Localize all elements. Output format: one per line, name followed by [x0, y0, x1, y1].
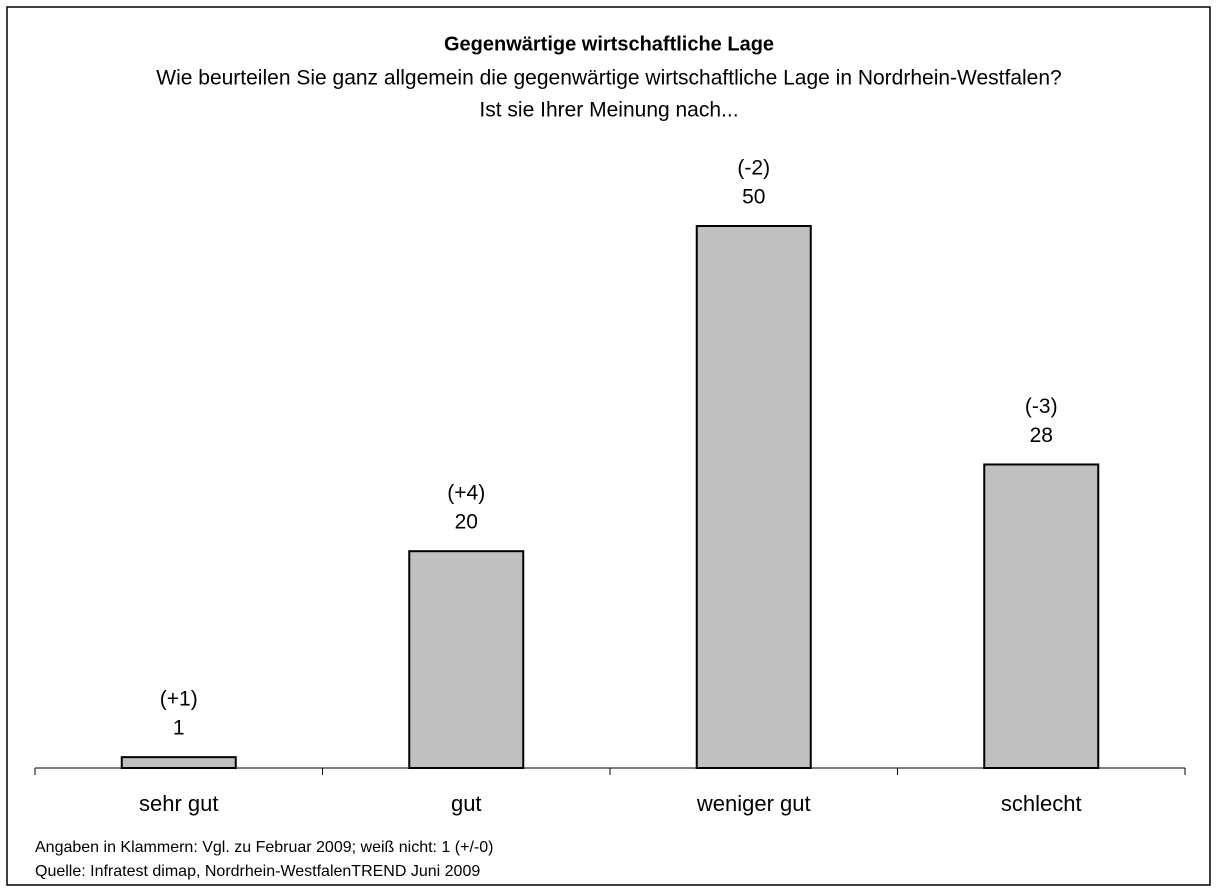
- chart-subtitle: Wie beurteilen Sie ganz allgemein die ge…: [156, 67, 1061, 90]
- value-label: 28: [1030, 424, 1053, 447]
- change-label: (+1): [160, 688, 198, 711]
- bar: [983, 463, 1100, 769]
- bar: [695, 225, 812, 769]
- change-label: (-2): [737, 157, 770, 180]
- footnote: Quelle: Infratest dimap, Nordrhein-Westf…: [35, 863, 480, 880]
- x-tick-label: schlecht: [1001, 791, 1082, 816]
- bar: [120, 756, 237, 769]
- x-tick-label: gut: [451, 791, 482, 816]
- x-tick-label: weniger gut: [696, 791, 811, 816]
- change-label: (-3): [1025, 395, 1058, 418]
- change-label: (+4): [447, 482, 485, 505]
- value-label: 20: [455, 511, 478, 534]
- chart-subtitle: Ist sie Ihrer Meinung nach...: [479, 99, 738, 122]
- x-tick-label: sehr gut: [139, 791, 219, 816]
- value-label: 1: [173, 717, 185, 740]
- footnote: Angaben in Klammern: Vgl. zu Februar 200…: [35, 839, 493, 856]
- chart-title: Gegenwärtige wirtschaftliche Lage: [444, 33, 774, 55]
- value-label: 50: [742, 186, 765, 209]
- bar: [408, 550, 525, 770]
